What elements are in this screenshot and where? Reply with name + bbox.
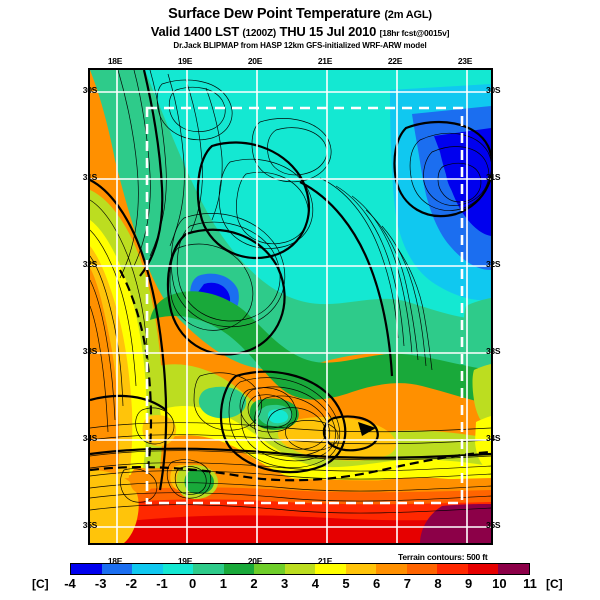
- map-clip: [90, 70, 491, 543]
- colorbar-tick-11: 7: [403, 576, 411, 591]
- lon-label-bottom-1: 19E: [177, 556, 193, 566]
- lon-label-top-2: 20E: [247, 56, 263, 66]
- lon-label-bottom-0: 18E: [107, 556, 123, 566]
- valid-time-line: Valid 1400 LST (1200Z) THU 15 Jul 2010 […: [0, 24, 600, 39]
- lon-label-bottom-3: 21E: [317, 556, 333, 566]
- colorbar-swatch-0: [71, 564, 102, 574]
- colorbar-swatch-4: [193, 564, 224, 574]
- lon-label-top-3: 21E: [317, 56, 333, 66]
- domain-box: [145, 106, 464, 505]
- lat-label-right-1: 31S: [486, 172, 501, 182]
- colorbar-tick-1: -3: [94, 576, 107, 591]
- colorbar-swatch-10: [376, 564, 407, 574]
- colorbar-tick-0: -4: [64, 576, 76, 591]
- colorbar-tick-6: 2: [250, 576, 258, 591]
- colorbar-swatch-11: [406, 564, 438, 574]
- colorbar-swatch-3: [162, 564, 194, 574]
- lat-label-left-0: 30S: [82, 85, 98, 95]
- colorbar-strip[interactable]: [70, 563, 530, 575]
- colorbar-tick-9: 5: [342, 576, 350, 591]
- lat-label-left-3: 33S: [82, 346, 98, 356]
- valid-date: THU 15 Jul 2010: [279, 24, 377, 39]
- lat-label-left-5: 35S: [82, 520, 98, 530]
- lon-label-top-1: 19E: [177, 56, 193, 66]
- colorbar-tick-12: 8: [434, 576, 442, 591]
- dewpoint-contour-map: [90, 70, 491, 543]
- colorbar-swatch-5: [223, 564, 255, 574]
- lat-label-right-5: 35S: [486, 520, 501, 530]
- colorbar-unit-right: [C]: [546, 577, 563, 591]
- colorbar-tick-13: 9: [465, 576, 473, 591]
- colorbar-tick-5: 1: [219, 576, 227, 591]
- lat-label-left-1: 31S: [82, 172, 98, 182]
- colorbar-tick-3: -1: [156, 576, 168, 591]
- terrain-contour-note: Terrain contours: 500 ft: [398, 552, 488, 562]
- valid-time-utc: (1200Z): [242, 28, 277, 39]
- lat-label-left-2: 32S: [82, 259, 98, 269]
- colorbar-swatch-8: [315, 564, 346, 574]
- lat-label-left-4: 34S: [82, 433, 98, 443]
- colorbar-tick-14: 10: [492, 576, 507, 591]
- lon-label-bottom-2: 20E: [247, 556, 263, 566]
- colorbar-tick-7: 3: [281, 576, 289, 591]
- terrain-contour-lines: [90, 70, 491, 514]
- colorbar-tick-8: 4: [311, 576, 319, 591]
- forecast-hour-tag: [18hr fcst@0015v]: [379, 28, 450, 38]
- map-gridlines: [90, 70, 491, 543]
- title-block: Surface Dew Point Temperature (2m AGL) V…: [0, 6, 600, 50]
- lat-label-right-3: 33S: [486, 346, 501, 356]
- colorbar-swatch-2: [132, 564, 163, 574]
- colorbar-tick-2: -2: [125, 576, 138, 591]
- model-attribution: Dr.Jack BLIPMAP from HASP 12km GFS-initi…: [173, 41, 427, 50]
- colorbar-swatch-14: [498, 564, 529, 574]
- lon-label-top-5: 23E: [457, 56, 473, 66]
- map-plot-area[interactable]: [88, 68, 493, 545]
- lat-label-right-4: 34S: [486, 433, 501, 443]
- lon-label-top-0: 18E: [107, 56, 123, 66]
- colorbar-legend: [C] [C] -4 -3 -2 -1 0 1 2 3 4 5 6 7 8 9 10 11: [0, 563, 600, 597]
- page-title-text: Surface Dew Point Temperature: [168, 6, 381, 22]
- colorbar-swatch-13: [467, 564, 499, 574]
- colorbar-tick-15: 11: [523, 576, 537, 591]
- lat-label-right-2: 32S: [486, 259, 501, 269]
- page-title-level: (2m AGL): [384, 9, 432, 21]
- lat-label-right-0: 30S: [486, 85, 501, 95]
- colorbar-unit-left: [C]: [32, 577, 49, 591]
- colorbar-swatch-7: [284, 564, 316, 574]
- colorbar-tick-10: 6: [373, 576, 381, 591]
- colorbar-tick-4: 0: [189, 576, 197, 591]
- colorbar-swatch-6: [254, 564, 285, 574]
- colorbar-swatch-12: [437, 564, 468, 574]
- colorbar-swatch-1: [101, 564, 133, 574]
- lon-label-top-4: 22E: [387, 56, 403, 66]
- valid-time-local: Valid 1400 LST: [150, 24, 239, 39]
- page-title: Surface Dew Point Temperature (2m AGL): [0, 6, 600, 22]
- colorbar-swatch-9: [345, 564, 377, 574]
